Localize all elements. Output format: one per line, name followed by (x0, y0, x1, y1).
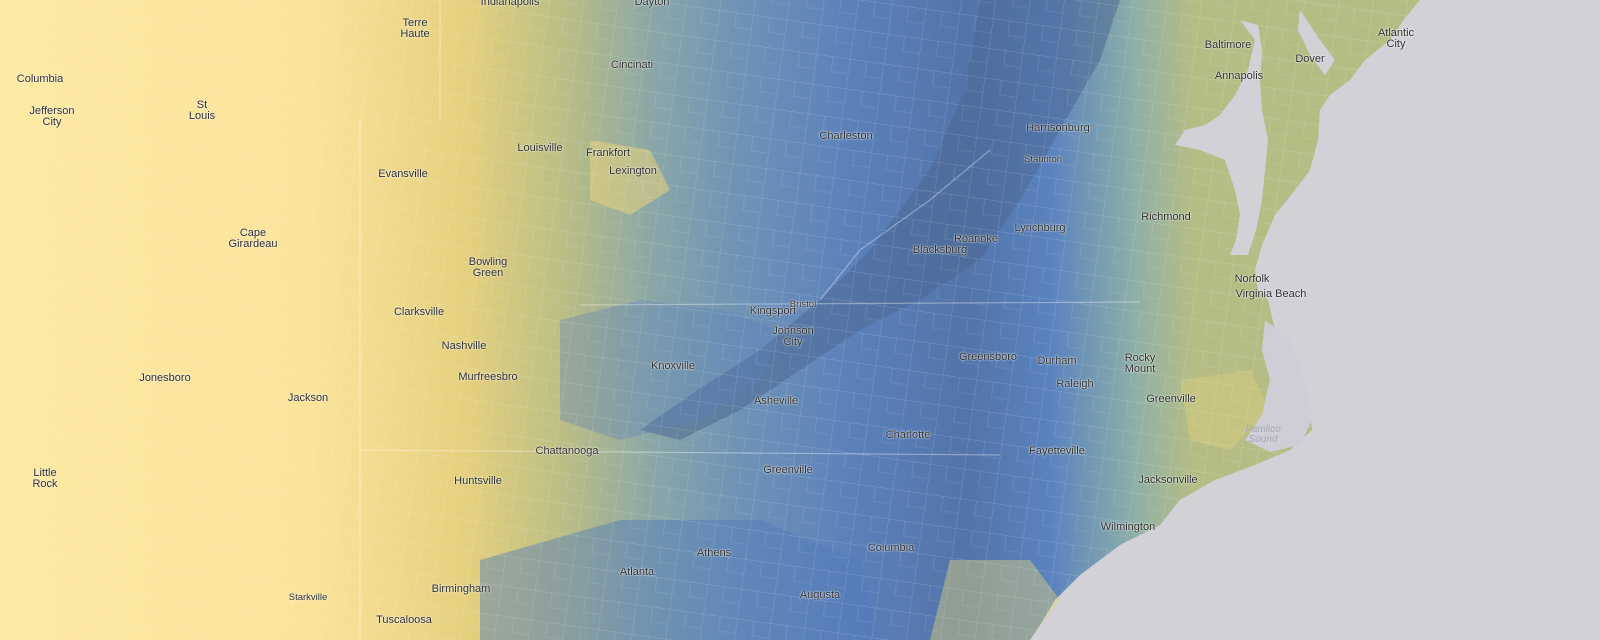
delaware-bay (1298, 10, 1335, 75)
city-label-staunton[interactable]: Staunton (1023, 154, 1063, 165)
city-label-huntsville[interactable]: Huntsville (454, 475, 502, 487)
city-label-wilmington[interactable]: Wilmington (1100, 521, 1156, 533)
city-label-bristol[interactable]: Bristol (789, 299, 817, 310)
city-label-greenville-nc[interactable]: Greenville (1146, 393, 1196, 405)
city-label-greensboro[interactable]: Greensboro (958, 351, 1018, 363)
city-label-birmingham[interactable]: Birmingham (431, 583, 491, 595)
city-label-asheville[interactable]: Asheville (753, 395, 799, 407)
city-label-harrisonburg[interactable]: Harrisonburg (1026, 122, 1090, 134)
chesapeake-bay (1175, 20, 1268, 255)
state-boundaries (359, 0, 1141, 640)
city-label-atlantic-city[interactable]: Atlantic City (1377, 27, 1415, 50)
city-label-kingsport[interactable]: Kingsport (749, 305, 797, 317)
water-label-pamlico-sound: Pamlico Sound (1245, 424, 1281, 445)
city-label-annapolis[interactable]: Annapolis (1214, 70, 1264, 82)
city-label-frankfort[interactable]: Frankfort (585, 147, 631, 159)
city-label-roanoke[interactable]: Roanoke (953, 233, 999, 245)
city-label-charleston-wv[interactable]: Charleston (819, 130, 873, 142)
city-label-columbia-mo[interactable]: Columbia (16, 73, 64, 85)
city-label-augusta[interactable]: Augusta (799, 589, 841, 601)
city-label-evansville[interactable]: Evansville (378, 168, 428, 180)
city-label-greenville-sc[interactable]: Greenville (763, 464, 813, 476)
city-label-cincinnati[interactable]: Cincinati (610, 59, 654, 71)
city-label-clarksville[interactable]: Clarksville (393, 306, 445, 318)
city-label-virginia-beach[interactable]: Virginia Beach (1235, 288, 1307, 300)
city-label-jefferson-city[interactable]: Jefferson City (29, 105, 75, 128)
city-label-norfolk[interactable]: Norfolk (1234, 273, 1270, 285)
county-boundaries (0, 0, 1420, 640)
city-label-cape-girardeau[interactable]: Cape Girardeau (228, 227, 278, 250)
city-label-atlanta[interactable]: Atlanta (619, 566, 655, 578)
city-label-raleigh[interactable]: Raleigh (1056, 378, 1094, 390)
city-label-jackson-tn[interactable]: Jackson (287, 392, 329, 404)
city-label-athens[interactable]: Athens (696, 547, 732, 559)
pamlico-sound-water (1245, 320, 1312, 452)
city-label-baltimore[interactable]: Baltimore (1204, 39, 1252, 51)
city-label-johnson-city[interactable]: Johnson City (772, 325, 814, 348)
city-label-lexington[interactable]: Lexington (609, 165, 657, 177)
city-label-murfreesboro[interactable]: Murfreesbro (458, 371, 518, 383)
city-label-starkville[interactable]: Starkville (288, 592, 328, 603)
city-label-jonesboro[interactable]: Jonesboro (139, 372, 191, 384)
city-label-tuscaloosa[interactable]: Tuscaloosa (376, 614, 432, 626)
city-label-richmond[interactable]: Richmond (1141, 211, 1191, 223)
city-label-dover[interactable]: Dover (1295, 53, 1325, 65)
city-label-dayton[interactable]: Dayton (634, 0, 670, 8)
city-label-chattanooga[interactable]: Chattanooga (535, 445, 599, 457)
city-label-fayetteville[interactable]: Fayetteville (1029, 445, 1085, 457)
city-label-columbia-sc[interactable]: Columbia (867, 542, 915, 554)
city-label-st-louis[interactable]: St Louis (188, 99, 216, 122)
city-label-little-rock[interactable]: Little Rock (32, 467, 58, 490)
city-label-durham[interactable]: Durham (1037, 355, 1077, 367)
city-label-rocky-mount[interactable]: Rocky Mount (1124, 352, 1156, 375)
city-label-indianapolis[interactable]: Indianapolis (480, 0, 540, 8)
city-label-knoxville[interactable]: Knoxville (650, 360, 696, 372)
city-label-blacksburg[interactable]: Blacksburg (912, 244, 968, 256)
city-label-terre-haute[interactable]: Terre Haute (400, 17, 430, 40)
city-label-lynchburg[interactable]: Lynchburg (1014, 222, 1066, 234)
city-label-jacksonville-nc[interactable]: Jacksonville (1138, 474, 1198, 486)
city-label-nashville[interactable]: Nashville (441, 340, 487, 352)
city-label-bowling-green[interactable]: Bowling Green (468, 256, 508, 279)
city-label-charlotte[interactable]: Charlotte (885, 429, 931, 441)
city-label-louisville[interactable]: Louisville (517, 142, 563, 154)
